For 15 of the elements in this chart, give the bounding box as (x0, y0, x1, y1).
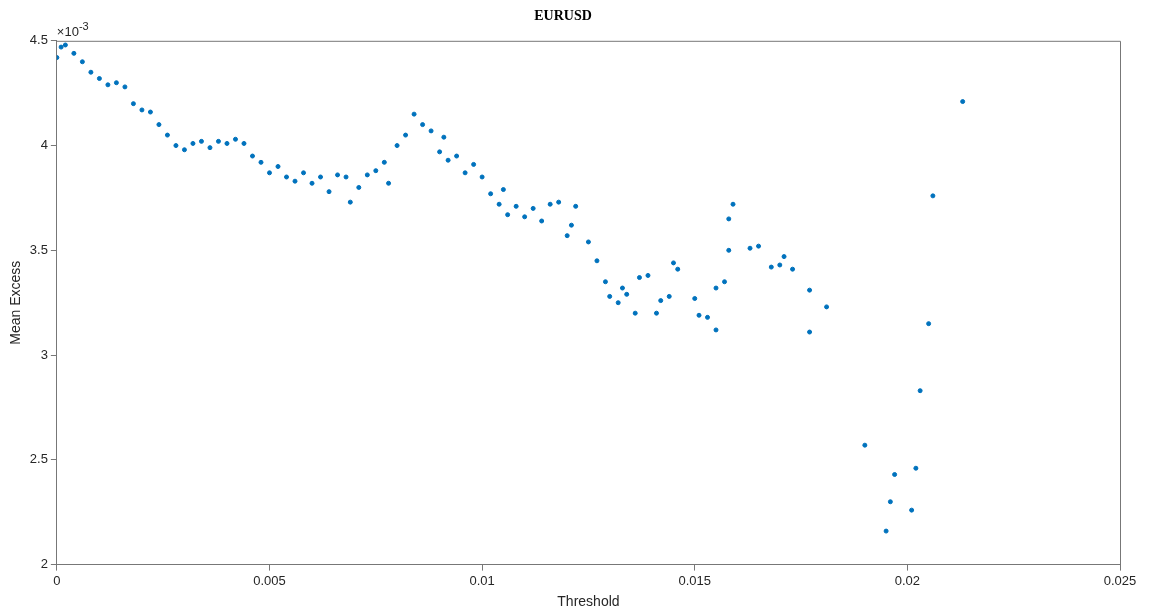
y-tick-label: 2.5 (29, 451, 48, 467)
y-tick-label: 3.5 (29, 241, 48, 257)
x-tick-label: 0.015 (678, 572, 712, 588)
y-tick-label: 4 (40, 137, 48, 153)
x-tick-label: 0.025 (1103, 572, 1137, 588)
y-axis-title: Mean Excess (7, 260, 24, 345)
x-tick-label: 0 (53, 572, 61, 588)
y-tick-label: 3 (40, 346, 48, 362)
x-tick-label: 0.005 (253, 572, 286, 588)
y-tick-label: 4.5 (29, 32, 48, 48)
x-axis-title: Threshold (557, 593, 620, 610)
y-tick-label: 2 (40, 556, 48, 572)
x-tick-label: 0.02 (894, 572, 921, 588)
x-tick-label: 0.01 (469, 572, 495, 588)
chart-title: EURUSD (534, 8, 592, 24)
